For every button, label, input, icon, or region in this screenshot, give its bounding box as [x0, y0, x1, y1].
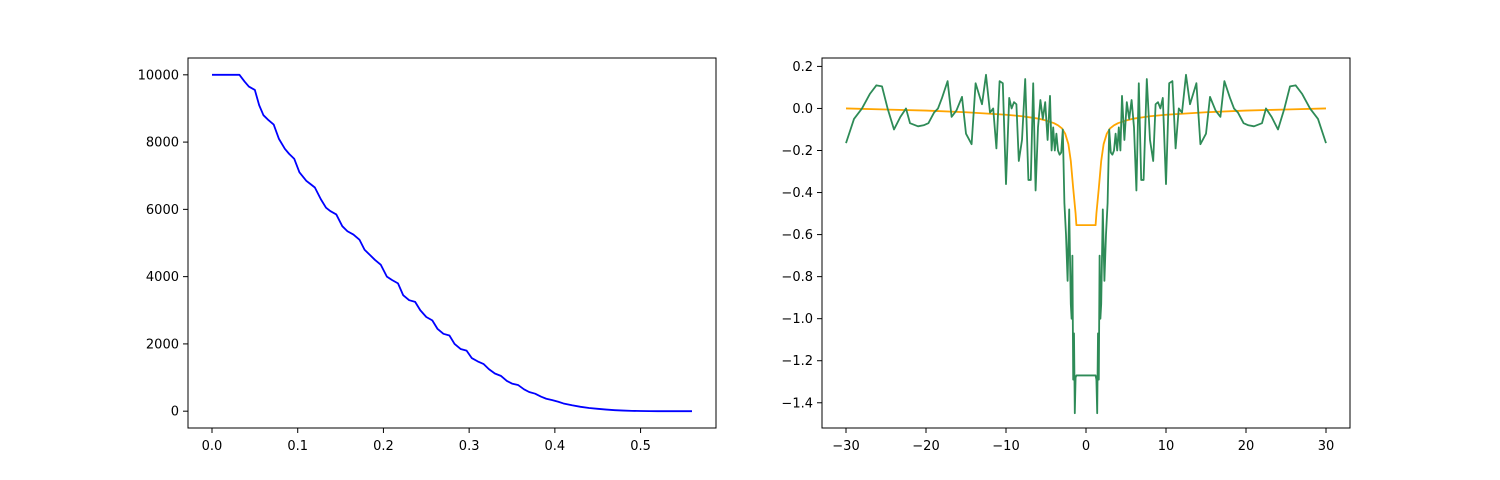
series-line-0 — [845, 107, 1327, 227]
x-tick-label: 0.0 — [202, 439, 223, 454]
y-tick-label: −1.4 — [781, 396, 813, 411]
y-tick-label: −1.2 — [781, 354, 813, 369]
x-tick-label: 30 — [1318, 439, 1335, 454]
y-tick-label: 6000 — [146, 203, 179, 218]
x-tick-label: −10 — [992, 439, 1019, 454]
x-tick-label: −30 — [832, 439, 859, 454]
left-line-chart: 0.0 0.1 0.2 0.3 0.4 0.5 0 2000 4000 6000 8000 10000 — [138, 57, 717, 454]
y-tick-label: −0.6 — [781, 228, 813, 243]
x-tick-label: 0 — [1082, 439, 1090, 454]
right-line-chart: −30 −20 −10 0 10 20 30 0.2 0.0 −0.2 −0.4 −0.6 −0.8 −1… — [781, 57, 1351, 454]
x-tick-label: 0.3 — [459, 439, 480, 454]
x-tick-label: 0.2 — [373, 439, 394, 454]
y-tick-label: 2000 — [146, 337, 179, 352]
x-tick-label: 20 — [1238, 439, 1255, 454]
y-tick-label: 8000 — [146, 136, 179, 151]
series-line-1 — [845, 73, 1327, 415]
x-tick-label: 0.5 — [630, 439, 651, 454]
x-tick-label: 10 — [1158, 439, 1175, 454]
x-tick-label: −20 — [912, 439, 939, 454]
x-tick-label: 0.1 — [287, 439, 308, 454]
y-tick-label: −0.2 — [781, 144, 813, 159]
y-tick-label: −1.0 — [781, 312, 813, 327]
y-tick-label: 0.2 — [792, 60, 813, 75]
x-tick-label: 0.4 — [545, 439, 566, 454]
y-tick-label: −0.8 — [781, 270, 813, 285]
axes-frame — [187, 57, 717, 429]
y-tick-label: −0.4 — [781, 186, 813, 201]
y-tick-label: 10000 — [138, 68, 179, 83]
series-line-0 — [212, 73, 692, 413]
y-tick-label: 4000 — [146, 270, 179, 285]
y-tick-label: 0.0 — [792, 102, 813, 117]
y-tick-label: 0 — [171, 405, 179, 420]
